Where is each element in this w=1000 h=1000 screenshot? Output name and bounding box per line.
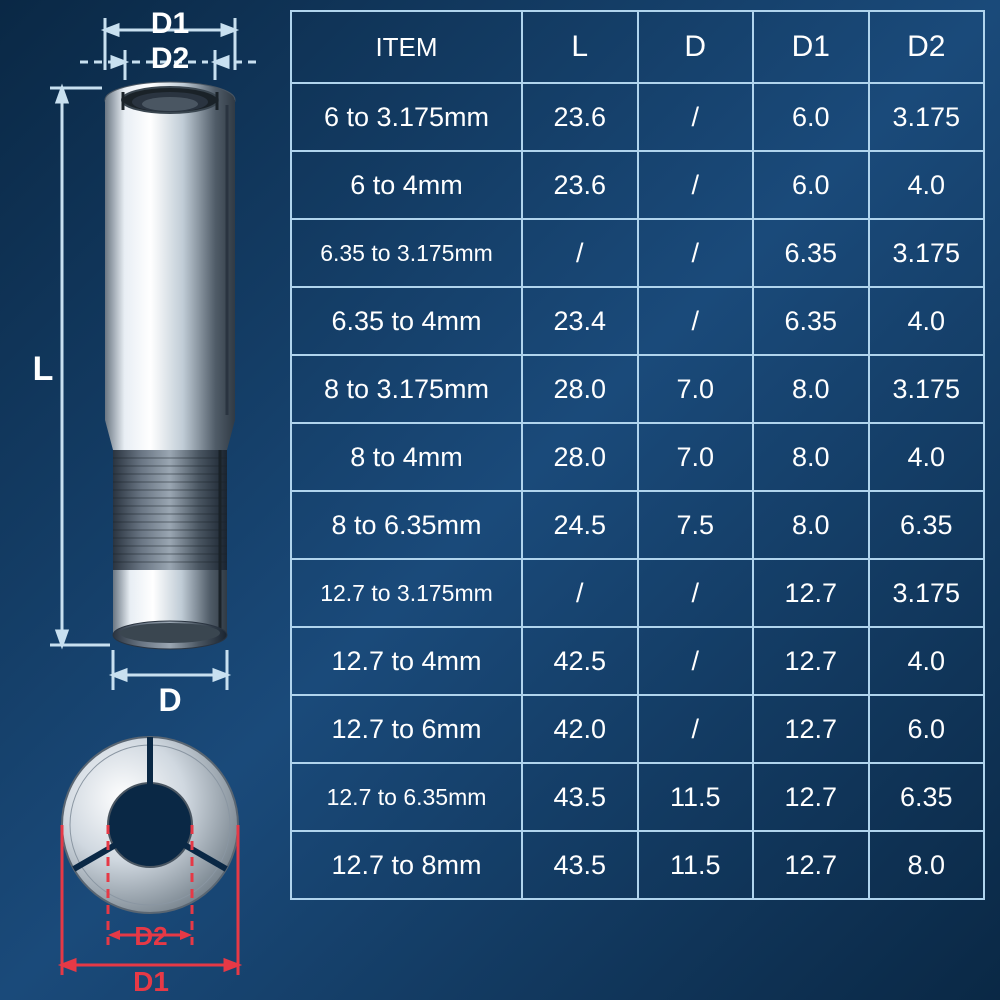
table-cell: 3.175 [869,219,985,287]
table-cell: / [522,559,638,627]
label-d1-cross: D1 [132,966,170,998]
table-cell: 8.0 [753,491,869,559]
table-cell: 12.7 to 8mm [291,831,522,899]
table-cell: 12.7 [753,695,869,763]
th-d2: D2 [869,11,985,83]
table-cell: 6 to 3.175mm [291,83,522,151]
table-row: 12.7 to 3.175mm//12.73.175 [291,559,984,627]
table-cell: 3.175 [869,355,985,423]
table-cell: 8 to 4mm [291,423,522,491]
table-cell: 23.6 [522,151,638,219]
table-row: 12.7 to 6.35mm43.511.512.76.35 [291,763,984,831]
table-cell: 43.5 [522,763,638,831]
table-cell: 11.5 [638,831,754,899]
label-d2-top: D2 [150,42,190,76]
table-cell: 8 to 6.35mm [291,491,522,559]
table-cell: 7.5 [638,491,754,559]
table-cell: 6.35 [869,491,985,559]
table-cell: 7.0 [638,355,754,423]
table-row: 8 to 3.175mm28.07.08.03.175 [291,355,984,423]
table-cell: / [522,219,638,287]
table-row: 6.35 to 4mm23.4/6.354.0 [291,287,984,355]
table-cell: / [638,83,754,151]
table-row: 6 to 3.175mm23.6/6.03.175 [291,83,984,151]
table-cell: / [638,695,754,763]
table-cell: / [638,219,754,287]
table-cell: 6.0 [753,151,869,219]
collet-svg [20,10,280,710]
table-row: 12.7 to 4mm42.5/12.74.0 [291,627,984,695]
table-cell: 6.35 [753,287,869,355]
table-cell: / [638,627,754,695]
table-cell: 8.0 [753,423,869,491]
spec-table-container: ITEM L D D1 D2 6 to 3.175mm23.6/6.03.175… [290,10,985,900]
table-cell: 8.0 [753,355,869,423]
table-cell: 12.7 to 6.35mm [291,763,522,831]
table-cell: 6.35 [753,219,869,287]
table-cell: 6.35 [869,763,985,831]
table-cell: 12.7 [753,831,869,899]
table-cell: 6.35 to 3.175mm [291,219,522,287]
table-cell: 6 to 4mm [291,151,522,219]
table-cell: 8 to 3.175mm [291,355,522,423]
table-body: 6 to 3.175mm23.6/6.03.1756 to 4mm23.6/6.… [291,83,984,899]
table-cell: / [638,559,754,627]
spec-table: ITEM L D D1 D2 6 to 3.175mm23.6/6.03.175… [290,10,985,900]
label-d-bottom: D [155,682,185,719]
table-cell: 8.0 [869,831,985,899]
table-cell: 12.7 [753,559,869,627]
table-cell: 28.0 [522,423,638,491]
table-cell: 28.0 [522,355,638,423]
table-row: 12.7 to 6mm42.0/12.76.0 [291,695,984,763]
table-cell: 4.0 [869,423,985,491]
table-row: 12.7 to 8mm43.511.512.78.0 [291,831,984,899]
th-item: ITEM [291,11,522,83]
table-cell: 12.7 [753,763,869,831]
table-cell: 12.7 to 3.175mm [291,559,522,627]
collet-cross-section: D2 D1 [40,730,260,980]
table-header-row: ITEM L D D1 D2 [291,11,984,83]
label-l: L [28,350,58,389]
table-cell: 43.5 [522,831,638,899]
th-l: L [522,11,638,83]
table-cell: 7.0 [638,423,754,491]
table-cell: 24.5 [522,491,638,559]
table-cell: 6.35 to 4mm [291,287,522,355]
table-row: 8 to 4mm28.07.08.04.0 [291,423,984,491]
table-cell: 42.5 [522,627,638,695]
label-d2-cross: D2 [132,921,170,952]
table-cell: 11.5 [638,763,754,831]
th-d1: D1 [753,11,869,83]
table-cell: 3.175 [869,559,985,627]
table-cell: 23.4 [522,287,638,355]
table-cell: / [638,151,754,219]
table-row: 6 to 4mm23.6/6.04.0 [291,151,984,219]
th-d: D [638,11,754,83]
collet-side-diagram: D1 D2 L D [20,10,280,710]
label-d1-top: D1 [150,7,190,41]
table-cell: 23.6 [522,83,638,151]
table-cell: 4.0 [869,151,985,219]
table-row: 6.35 to 3.175mm//6.353.175 [291,219,984,287]
table-cell: 4.0 [869,627,985,695]
table-cell: 12.7 to 6mm [291,695,522,763]
table-cell: 42.0 [522,695,638,763]
table-row: 8 to 6.35mm24.57.58.06.35 [291,491,984,559]
table-cell: 4.0 [869,287,985,355]
table-cell: / [638,287,754,355]
table-cell: 6.0 [753,83,869,151]
table-cell: 12.7 [753,627,869,695]
table-cell: 6.0 [869,695,985,763]
table-cell: 12.7 to 4mm [291,627,522,695]
table-cell: 3.175 [869,83,985,151]
